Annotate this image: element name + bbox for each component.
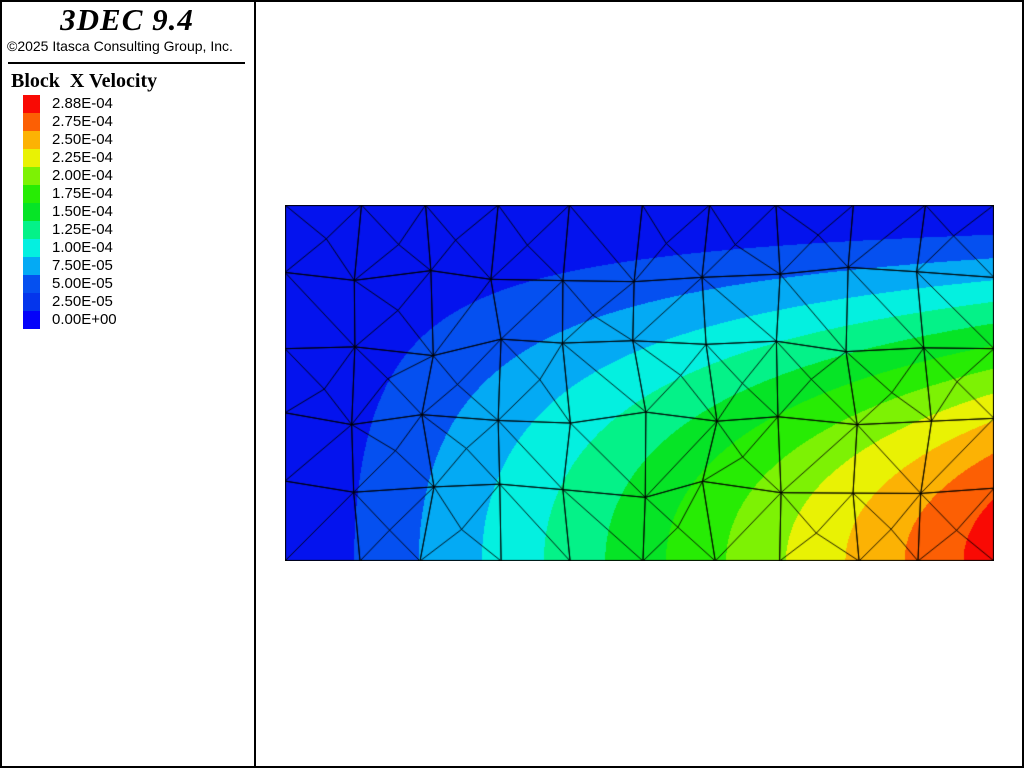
legend-value-label: 5.00E-05 [52,275,113,292]
legend-entry: 1.75E-04 [0,185,254,203]
legend-swatch [23,113,40,131]
copyright-text: ©2025 Itasca Consulting Group, Inc. [7,38,233,54]
divider-rule [8,62,245,64]
legend-swatch [23,257,40,275]
legend-value-label: 2.25E-04 [52,149,113,166]
legend-entry: 1.00E-04 [0,239,254,257]
legend-entry: 5.00E-05 [0,275,254,293]
legend-swatch [23,275,40,293]
legend-swatch [23,203,40,221]
legend-title: Block X Velocity [11,70,158,92]
legend-swatch [23,185,40,203]
app-title: 3DEC 9.4 [60,2,194,37]
legend-swatch [23,95,40,113]
legend-entry: 1.25E-04 [0,221,254,239]
legend-swatch [23,131,40,149]
legend-panel: 3DEC 9.4 ©2025 Itasca Consulting Group, … [0,0,256,768]
legend-entry: 2.50E-05 [0,293,254,311]
legend-value-label: 1.75E-04 [52,185,113,202]
legend-entry: 2.50E-04 [0,131,254,149]
legend-swatch [23,311,40,329]
legend-color-scale: 2.88E-04 2.75E-04 2.50E-04 2.25E-04 2.00E-04… [0,95,254,329]
legend-value-label: 2.75E-04 [52,113,113,130]
legend-entry: 2.00E-04 [0,167,254,185]
legend-value-label: 2.50E-05 [52,293,113,310]
legend-value-label: 1.50E-04 [52,203,113,220]
contour-plot-canvas[interactable] [285,205,994,561]
legend-entry: 7.50E-05 [0,257,254,275]
legend-value-label: 1.00E-04 [52,239,113,256]
legend-value-label: 1.25E-04 [52,221,113,238]
legend-entry: 1.50E-04 [0,203,254,221]
legend-swatch [23,221,40,239]
legend-swatch [23,149,40,167]
legend-value-label: 7.50E-05 [52,257,113,274]
legend-value-label: 2.00E-04 [52,167,113,184]
legend-value-label: 2.88E-04 [52,95,113,112]
legend-swatch [23,167,40,185]
legend-entry: 2.25E-04 [0,149,254,167]
legend-value-label: 0.00E+00 [52,311,117,328]
legend-entry: 2.75E-04 [0,113,254,131]
legend-value-label: 2.50E-04 [52,131,113,148]
legend-swatch [23,293,40,311]
legend-entry: 0.00E+00 [0,311,254,329]
plot-area [258,0,1024,768]
legend-entry: 2.88E-04 [0,95,254,113]
legend-swatch [23,239,40,257]
